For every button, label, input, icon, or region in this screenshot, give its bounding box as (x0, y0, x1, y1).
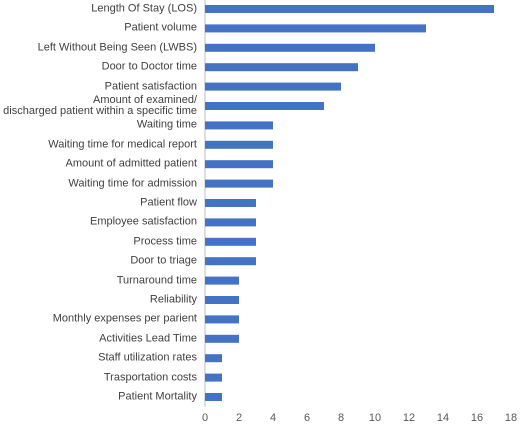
y-tick-label: Trasportation costs (103, 371, 197, 384)
bar (205, 160, 273, 169)
bar (205, 43, 375, 52)
y-tick-label: Left Without Being Seen (LWBS) (37, 41, 197, 54)
bar (205, 315, 239, 324)
bar (205, 276, 239, 285)
bar (205, 5, 494, 13)
y-tick-label: Patient volume (124, 21, 197, 34)
x-tick-label: 2 (236, 412, 242, 424)
y-tick-label: Door to Doctor time (101, 60, 197, 73)
y-tick-label: Waiting time for medical report (48, 138, 197, 151)
y-tick-label: Activities Lead Time (99, 332, 197, 345)
y-tick-label: Patient satisfaction (104, 80, 197, 93)
x-tick-label: 12 (403, 412, 415, 424)
bar (205, 102, 324, 110)
x-tick-label: 14 (437, 412, 449, 424)
y-tick-label: Amount of admitted patient (65, 157, 197, 170)
bar (205, 179, 273, 188)
bar (205, 199, 256, 207)
x-tick-label: 16 (471, 412, 483, 424)
x-tick-label: 4 (270, 412, 276, 424)
bar (205, 63, 358, 72)
y-tick-label: Waiting time for admission (68, 177, 197, 190)
y-tick-label: Waiting time (136, 118, 197, 131)
x-tick-label: 8 (338, 412, 344, 424)
bar (205, 121, 273, 130)
y-tick-label: Turnaround time (116, 274, 197, 287)
y-tick-label: Staff utilization rates (98, 351, 197, 364)
y-tick-label: Employee satisfaction (90, 215, 197, 228)
y-tick-label: Patient Mortality (118, 390, 197, 403)
x-tick-label: 6 (304, 412, 310, 424)
bar (205, 373, 222, 382)
y-tick-label: Reliability (149, 293, 197, 306)
bar (205, 237, 256, 246)
bar (205, 257, 256, 266)
bar (205, 296, 239, 304)
y-tick-label: Monthly expenses per parient (52, 312, 197, 325)
bar (205, 218, 256, 227)
x-tick-label: 0 (202, 412, 208, 424)
bar (205, 24, 426, 33)
y-tick-label: Patient flow (140, 196, 197, 209)
bar (205, 140, 273, 149)
bar (205, 82, 341, 91)
y-tick-label: Length Of Stay (LOS) (91, 2, 197, 15)
y-tick-label: Process time (133, 235, 197, 248)
x-tick-label: 18 (505, 412, 517, 424)
bar (205, 354, 222, 363)
y-tick-label: Amount of examined/ discharged patient w… (3, 94, 197, 117)
bar (205, 393, 222, 401)
x-tick-label: 10 (369, 412, 381, 424)
y-tick-label: Door to triage (130, 254, 197, 267)
bar (205, 334, 239, 343)
